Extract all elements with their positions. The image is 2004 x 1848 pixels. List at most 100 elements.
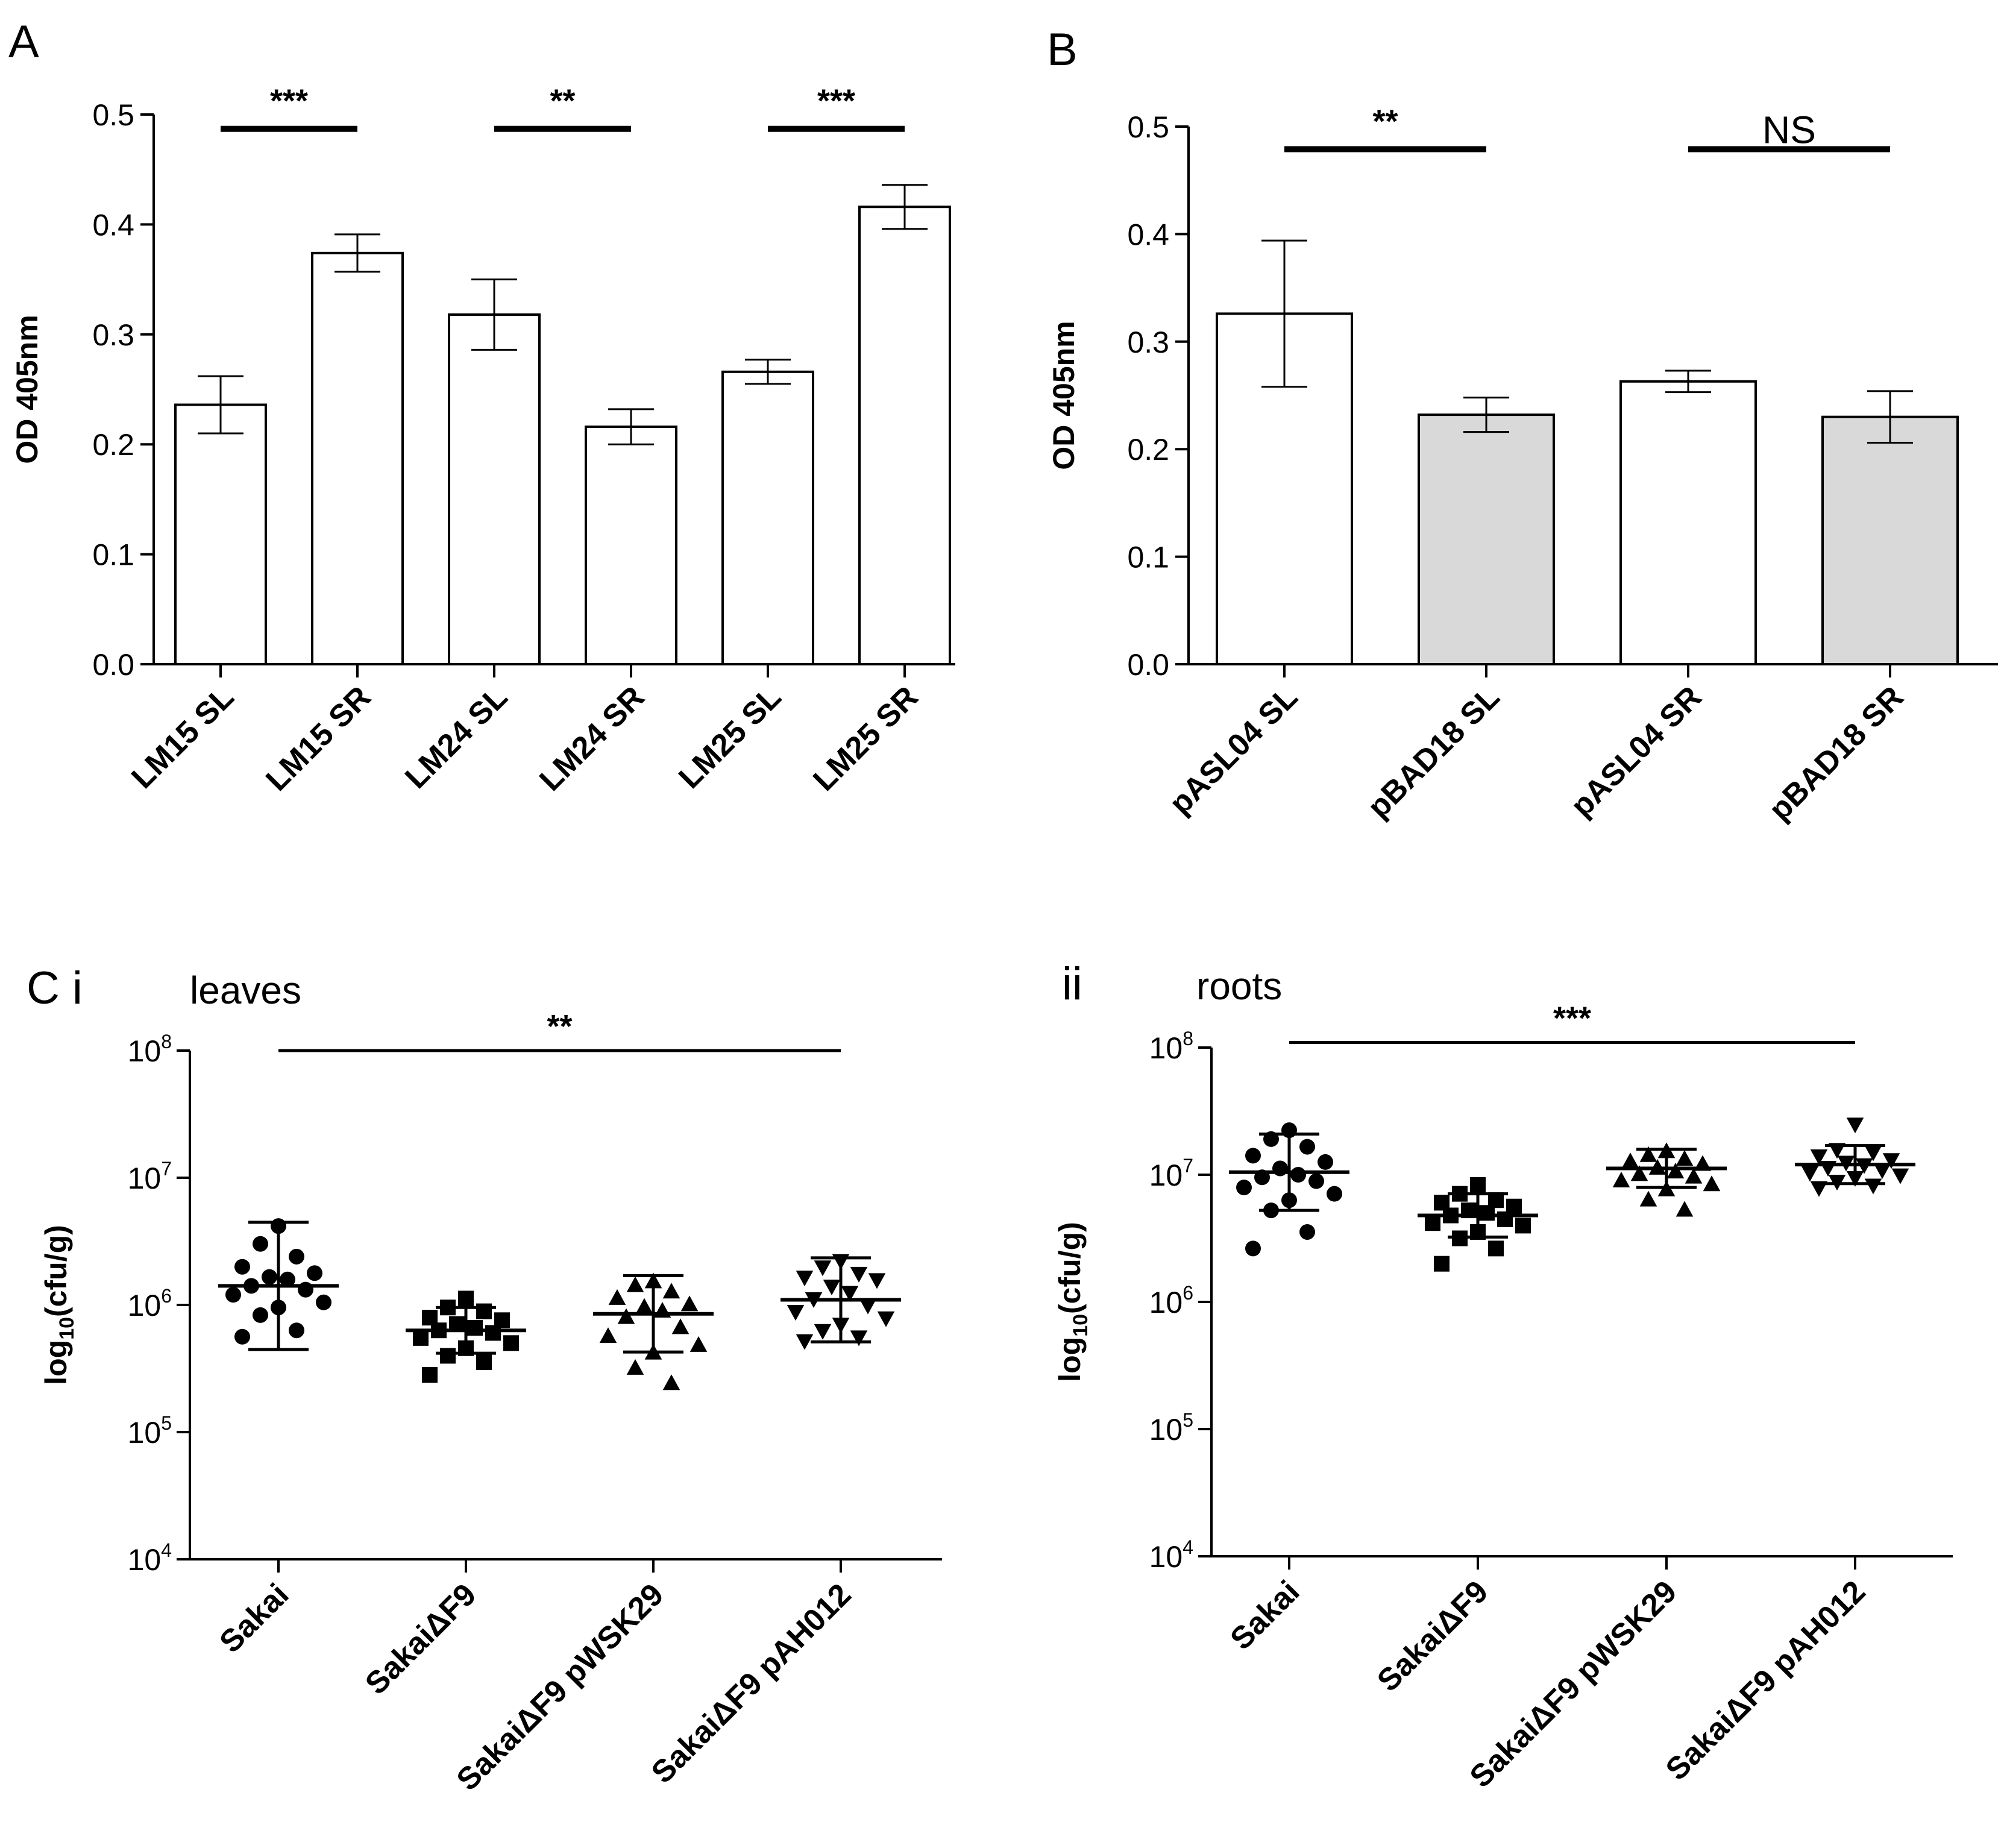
y-tick-label: 107 [128, 1158, 172, 1195]
y-tick-label: 0.2 [1127, 433, 1169, 467]
y-axis-label: log10(cfu/g) [1053, 1222, 1092, 1382]
y-tick-label: 105 [128, 1412, 172, 1450]
data-point [1666, 1163, 1685, 1179]
data-point [316, 1294, 331, 1310]
data-point [234, 1328, 250, 1345]
data-point [1245, 1148, 1261, 1164]
data-point [1479, 1205, 1495, 1221]
bar [721, 370, 814, 665]
data-point [1676, 1201, 1694, 1217]
data-point [467, 1319, 483, 1336]
bar [1821, 415, 1959, 665]
data-point [1612, 1171, 1630, 1187]
data-point [289, 1322, 304, 1339]
x-tick-label: LM15 SL [125, 679, 240, 795]
data-point [476, 1354, 492, 1370]
data-point [626, 1276, 644, 1292]
data-point [253, 1307, 268, 1323]
data-point [877, 1311, 895, 1327]
data-point [253, 1236, 268, 1252]
y-tick-label: 0.0 [1127, 648, 1169, 682]
bar [858, 206, 951, 665]
bar [448, 313, 541, 665]
data-point [485, 1325, 501, 1341]
data-point [787, 1305, 805, 1321]
y-tick-label: 0.5 [1127, 110, 1169, 144]
data-point [289, 1248, 304, 1265]
data-point [850, 1330, 868, 1347]
data-point [796, 1271, 814, 1287]
data-point [1864, 1178, 1882, 1195]
data-point [608, 1289, 626, 1305]
data-point [814, 1324, 832, 1340]
data-point [823, 1279, 841, 1295]
data-point [1630, 1165, 1648, 1181]
x-tick-label: pASL04 SR [1564, 679, 1708, 823]
panel-b-letter: B [1047, 24, 1078, 75]
panel-cii-subtitle: roots [1196, 964, 1282, 1008]
data-point [413, 1330, 429, 1346]
panel-a-letter: A [8, 16, 39, 68]
data-point [1873, 1163, 1891, 1180]
data-point [1299, 1139, 1315, 1155]
data-point [635, 1298, 653, 1314]
panel-ci-subtitle: leaves [190, 969, 301, 1012]
significance-label: *** [270, 83, 308, 119]
data-point [1488, 1240, 1504, 1257]
panel-ci-letter: C i [27, 963, 83, 1014]
data-point [868, 1273, 886, 1289]
data-point [1308, 1173, 1324, 1189]
panel-cii-chart: 104 105 106 107 108 log10(cfu/g) Sakai SakaiΔF9… [1053, 1001, 1953, 1794]
data-point [1882, 1153, 1900, 1169]
bar [1619, 380, 1757, 665]
y-axis-label: OD 405nm [1047, 321, 1081, 470]
data-point [671, 1318, 689, 1334]
panel-ci-chart: 104 105 106 107 108 log10(cfu/g) Sakai SakaiΔF9… [39, 1008, 942, 1797]
data-point [280, 1271, 295, 1287]
data-point [262, 1269, 277, 1285]
x-tick-label: Sakai [1223, 1574, 1306, 1656]
x-tick-label: SakaiΔF9 [1371, 1574, 1495, 1698]
x-tick-label: SakaiΔF9 pWSK29 [450, 1577, 671, 1797]
data-point [1470, 1177, 1486, 1193]
y-tick-label: 0.3 [92, 318, 134, 352]
data-point [599, 1327, 617, 1344]
data-point [476, 1303, 492, 1319]
data-point [1846, 1117, 1864, 1134]
y-tick-label: 0.1 [1127, 541, 1169, 574]
x-tick-label: Sakai [213, 1577, 295, 1659]
x-tick-label: LM24 SR [533, 679, 651, 797]
data-point [859, 1298, 877, 1315]
y-tick-label: 108 [128, 1031, 172, 1068]
data-point [503, 1335, 519, 1351]
significance-label: ** [1372, 103, 1398, 139]
data-point [617, 1308, 635, 1324]
data-point [1621, 1152, 1639, 1169]
y-tick-label: 106 [1149, 1282, 1193, 1319]
data-point [626, 1359, 644, 1375]
data-point [662, 1283, 680, 1299]
data-point [1676, 1150, 1694, 1166]
data-point [796, 1334, 814, 1350]
significance-label: *** [817, 83, 855, 119]
bar [585, 426, 677, 665]
significance-label: ** [547, 1008, 572, 1045]
y-tick-label: 104 [128, 1539, 172, 1577]
data-point [850, 1266, 868, 1283]
x-tick-label: SakaiΔF9 pAH012 [1659, 1574, 1873, 1787]
data-point [662, 1374, 680, 1391]
data-point [1685, 1168, 1703, 1184]
y-tick-label: 0.1 [92, 538, 134, 572]
data-point [1327, 1186, 1342, 1202]
data-point [1515, 1218, 1531, 1234]
significance-label: ** [550, 83, 575, 119]
data-point [307, 1265, 322, 1281]
data-point [689, 1336, 708, 1352]
data-point [1318, 1154, 1333, 1170]
data-point [841, 1286, 859, 1302]
bar [1418, 413, 1555, 665]
data-point [814, 1260, 832, 1277]
data-point [1639, 1190, 1657, 1207]
y-axis-label: log10(cfu/g) [39, 1225, 78, 1385]
